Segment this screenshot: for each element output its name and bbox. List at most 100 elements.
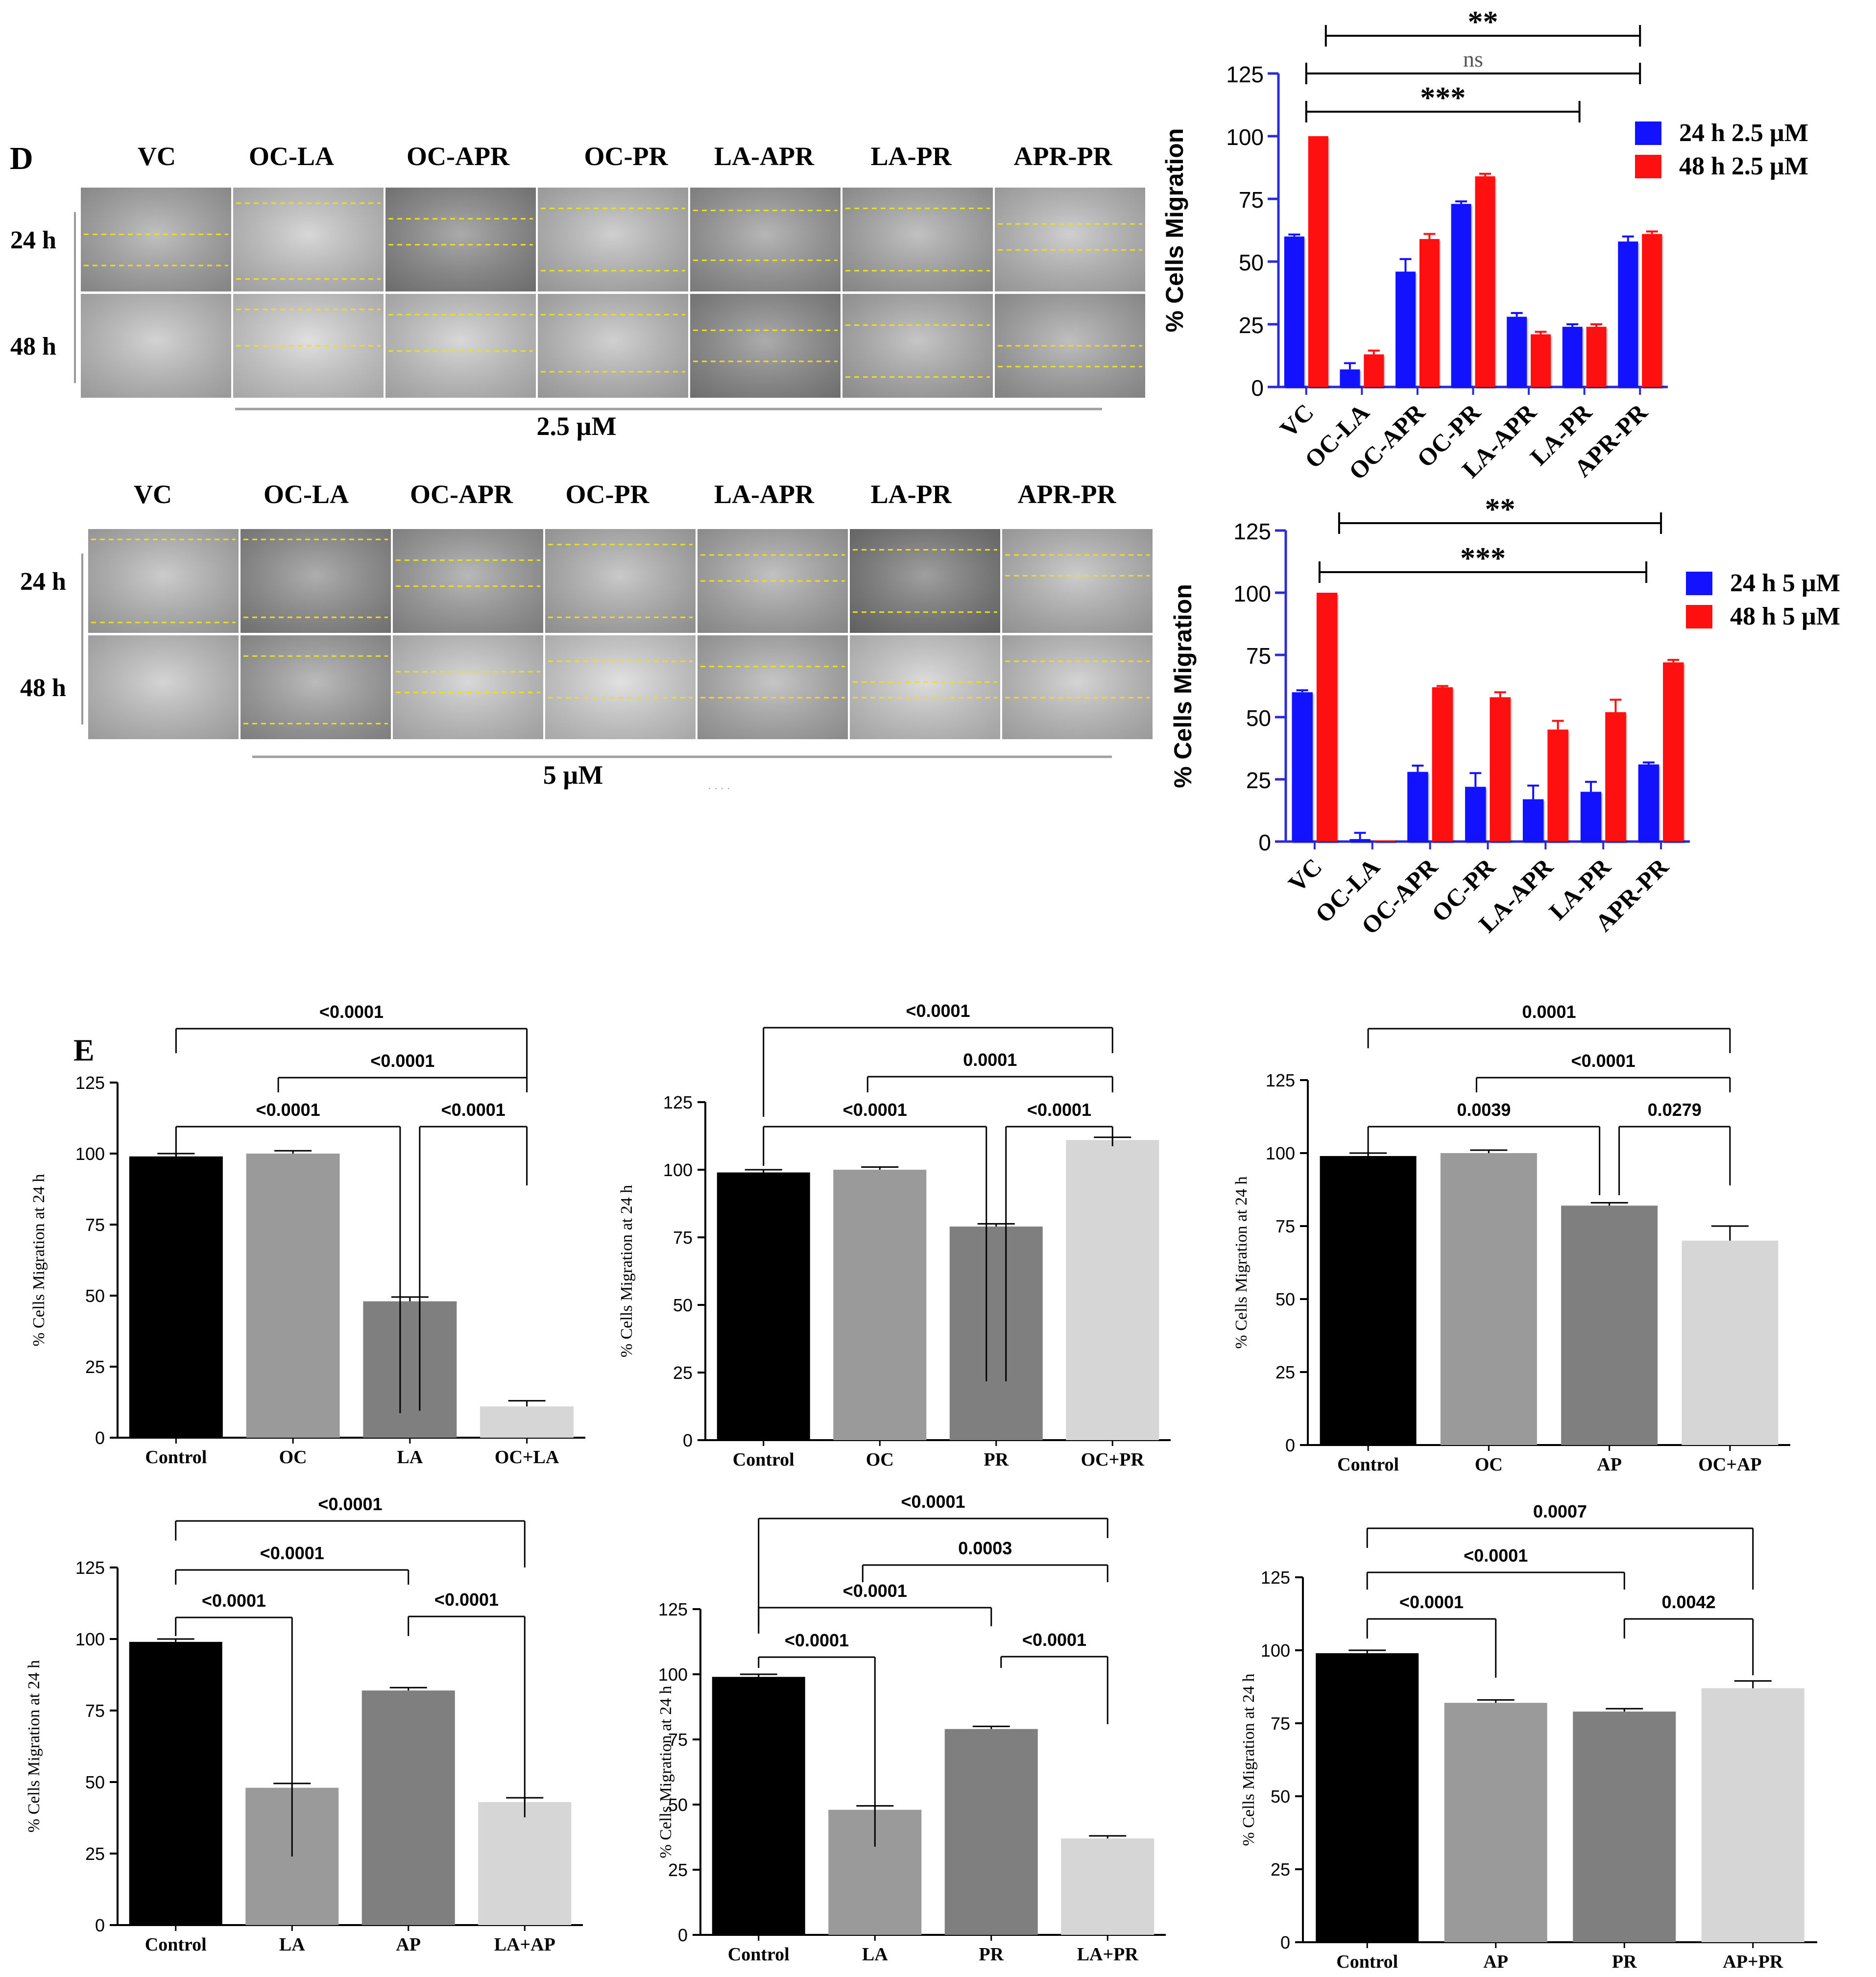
microscopy-tile-shade-1-3 [545, 635, 696, 739]
x-tick-label-control: Control [145, 1447, 207, 1468]
y-tick-label: 125 [75, 1073, 105, 1093]
y-tick-label: 25 [1275, 1362, 1295, 1382]
y-tick-label: 125 [658, 1599, 688, 1619]
microscopy-tile-shade-0-6 [1002, 529, 1153, 633]
bar-48-h-2.5-µM-LA-PR [1586, 327, 1607, 387]
microscopy-tile-shade-0-3 [538, 188, 688, 291]
microscopy-tile-shade-0-1 [241, 529, 391, 633]
p-value-label: <0.0001 [256, 1100, 320, 1120]
p-value-label: 0.0001 [963, 1050, 1017, 1070]
bar-control [1320, 1156, 1417, 1445]
grid-column-label-vc: VC [134, 480, 172, 509]
x-tick-label-control: Control [733, 1449, 794, 1470]
y-tick-label: 75 [1246, 643, 1271, 669]
x-tick-label-pr: PR [979, 1944, 1004, 1965]
p-value-label: <0.0001 [1571, 1051, 1635, 1071]
significance-label: *** [1460, 542, 1506, 575]
y-tick-label: 25 [1246, 768, 1271, 793]
x-tick-label-ap+pr: AP+PR [1723, 1952, 1783, 1972]
panel-label-d: D [10, 141, 33, 176]
legend-swatch [1635, 155, 1661, 178]
legend-swatch [1635, 121, 1661, 145]
y-tick-label: 75 [668, 1730, 688, 1750]
bar-24-h-2.5-µM-VC [1284, 236, 1304, 387]
microscopy-tile-shade-1-0 [88, 635, 239, 739]
bar-48-h-2.5-µM-OC-PR [1475, 176, 1495, 387]
y-tick-label: 125 [1266, 1070, 1295, 1090]
bar-48-h-5-µM-APR-PR [1663, 662, 1684, 842]
bar-48-h-5-µM-OC-LA [1374, 840, 1395, 842]
x-tick-label-ap: AP [396, 1934, 421, 1955]
legend-label: 24 h 5 µM [1730, 569, 1840, 597]
p-value-label: 0.0039 [1457, 1100, 1511, 1120]
x-tick-label-la: LA [397, 1447, 423, 1468]
x-tick-label-oc+la: OC+LA [495, 1447, 559, 1468]
bar-24-h-5-µM-OC-APR [1407, 772, 1428, 842]
bar-24-h-5-µM-LA-APR [1522, 799, 1544, 842]
microscopy-tile-shade-0-1 [233, 188, 384, 291]
legend-label: 48 h 5 µM [1730, 603, 1840, 630]
p-value-label: <0.0001 [202, 1591, 266, 1611]
y-tick-label: 0 [1258, 830, 1271, 855]
bar-24-h-2.5-µM-APR-PR [1618, 241, 1638, 387]
y-tick-label: 0 [95, 1915, 105, 1935]
bar-control [712, 1677, 805, 1935]
bar-oc-plus-ap [1682, 1240, 1779, 1445]
p-value-label: <0.0001 [434, 1590, 499, 1610]
p-value-label: <0.0001 [260, 1543, 324, 1563]
p-value-label: <0.0001 [370, 1051, 434, 1071]
y-tick-label: 100 [75, 1144, 105, 1164]
microscopy-tile-shade-0-2 [385, 188, 536, 291]
x-tick-label-control: Control [728, 1944, 790, 1965]
grid-column-label-oc-apr: OC-APR [407, 142, 510, 171]
microscopy-tile-shade-0-5 [842, 188, 993, 291]
y-axis-label: % Cells Migration [1161, 128, 1188, 333]
microscopy-tile-shade-1-4 [690, 294, 841, 398]
y-tick-label: 0 [95, 1428, 105, 1448]
bar-48-h-5-µM-OC-APR [1432, 687, 1453, 842]
y-tick-label: 25 [85, 1844, 105, 1864]
x-tick-label-la: LA [279, 1934, 305, 1955]
y-tick-label: 25 [1271, 1859, 1290, 1880]
p-value-label: 0.0007 [1533, 1501, 1587, 1521]
p-value-label: 0.0042 [1661, 1592, 1715, 1612]
microscopy-tile-shade-1-3 [538, 294, 688, 398]
significance-label: ns [1463, 47, 1483, 72]
bar-oc-plus-la [480, 1406, 574, 1438]
grid-column-label-oc-apr: OC-APR [410, 480, 513, 509]
y-tick-label: 50 [85, 1772, 105, 1792]
x-tick-label-oc: OC [279, 1447, 307, 1468]
grid-column-label-apr-pr: APR-PR [1018, 480, 1117, 509]
legend-label: 24 h 2.5 µM [1679, 119, 1808, 147]
microscopy-tile-shade-0-4 [690, 188, 841, 291]
x-tick-label-oc: OC [1475, 1454, 1503, 1475]
bar-la [363, 1301, 457, 1438]
microscopy-tile-shade-1-6 [1002, 635, 1153, 739]
y-tick-label: 0 [1285, 1435, 1295, 1455]
y-tick-label: 100 [1233, 581, 1271, 606]
panel-label-e: E [73, 1033, 95, 1067]
bar-24-h-2.5-µM-OC-PR [1451, 204, 1471, 387]
y-axis-label: % Cells Migration [1169, 584, 1197, 788]
bar-24-h-5-µM-APR-PR [1638, 764, 1660, 842]
image-grid-5uM: VC OC-LA OC-APR OC-PR LA-APR LA-PR APR-PR 24 h 4… [20, 480, 1153, 758]
bar-48-h-2.5-µM-OC-LA [1364, 354, 1384, 387]
bar-24-h-2.5-µM-OC-LA [1340, 369, 1360, 387]
y-tick-label: 75 [85, 1215, 105, 1235]
bar-24-h-2.5-µM-OC-APR [1395, 271, 1416, 387]
x-tick-label-oc+ap: OC+AP [1698, 1454, 1761, 1475]
y-tick-label: 75 [673, 1228, 693, 1248]
bar-ap [361, 1690, 455, 1925]
y-tick-label: 50 [85, 1286, 105, 1306]
significance-label: *** [1420, 81, 1466, 115]
y-tick-label: 50 [1275, 1289, 1295, 1309]
bar-pr [944, 1729, 1038, 1935]
p-value-label: <0.0001 [843, 1581, 907, 1601]
y-tick-label: 75 [1271, 1713, 1290, 1734]
bar-48-h-5-µM-LA-PR [1605, 712, 1626, 842]
grid-column-label-la-apr: LA-APR [714, 480, 815, 509]
microscopy-tile-shade-1-0 [81, 294, 231, 398]
y-tick-label: 100 [75, 1629, 105, 1649]
